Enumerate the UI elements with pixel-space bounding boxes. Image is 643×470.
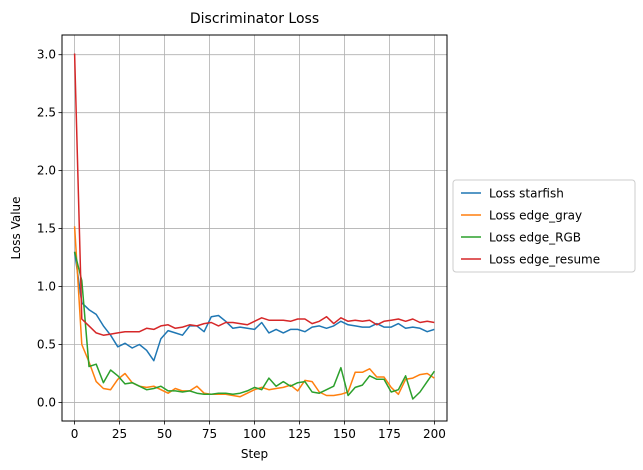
y-axis-label: Loss Value — [9, 196, 23, 259]
y-axis-ticks: 0.0 0.5 1.0 1.5 2.0 2.5 3.0 — [37, 48, 62, 409]
chart-title: Discriminator Loss — [190, 11, 319, 27]
legend-label: Loss edge_resume — [489, 253, 600, 267]
series-lines — [73, 53, 436, 400]
x-tick-label: 100 — [243, 427, 266, 441]
y-tick-label: 1.5 — [37, 222, 56, 236]
x-tick-label: 150 — [333, 427, 356, 441]
series-line-loss-edge-rgb — [73, 251, 436, 400]
legend-box — [452, 179, 636, 273]
x-tick-label: 0 — [71, 427, 79, 441]
legend-label: Loss starfish — [489, 187, 564, 201]
series-line-loss-starfish — [73, 251, 435, 362]
x-tick-label: 50 — [157, 427, 172, 441]
x-axis-ticks: 0 25 50 75 100 125 150 175 200 — [71, 421, 446, 441]
legend: Loss starfish Loss edge_gray Loss edge_RGB… — [452, 179, 636, 273]
x-tick-label: 75 — [202, 427, 217, 441]
x-tick-label: 200 — [423, 427, 446, 441]
y-tick-label: 1.0 — [37, 280, 56, 294]
x-axis-label: Step — [241, 447, 268, 461]
x-tick-label: 175 — [378, 427, 401, 441]
x-tick-label: 125 — [288, 427, 311, 441]
legend-label: Loss edge_gray — [489, 209, 582, 223]
y-tick-label: 3.0 — [37, 48, 56, 62]
y-tick-label: 2.5 — [37, 106, 56, 120]
y-tick-label: 0.5 — [37, 337, 56, 351]
grid — [62, 35, 447, 421]
legend-label: Loss edge_RGB — [489, 231, 581, 245]
y-tick-label: 2.0 — [37, 164, 56, 178]
y-tick-label: 0.0 — [37, 395, 56, 409]
series-line-loss-edge-resume — [73, 53, 435, 336]
x-tick-label: 25 — [112, 427, 127, 441]
